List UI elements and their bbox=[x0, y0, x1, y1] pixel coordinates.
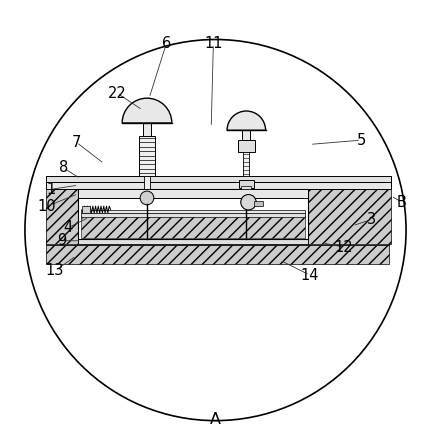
Text: 9: 9 bbox=[57, 233, 66, 248]
Circle shape bbox=[140, 191, 154, 205]
Text: 5: 5 bbox=[356, 132, 365, 148]
Bar bbox=[242, 130, 249, 140]
Bar bbox=[46, 182, 390, 189]
Text: 14: 14 bbox=[300, 268, 318, 283]
Text: A: A bbox=[209, 412, 221, 427]
Bar bbox=[80, 216, 305, 238]
Bar bbox=[78, 190, 307, 198]
Text: 3: 3 bbox=[366, 212, 375, 227]
Bar bbox=[82, 206, 89, 213]
Wedge shape bbox=[227, 111, 265, 130]
Bar bbox=[238, 179, 253, 188]
Bar bbox=[241, 186, 251, 190]
Bar bbox=[253, 202, 263, 206]
Text: 10: 10 bbox=[37, 199, 55, 214]
Bar bbox=[46, 244, 388, 264]
Bar bbox=[80, 213, 305, 217]
Bar bbox=[46, 240, 388, 245]
Bar bbox=[144, 176, 150, 190]
Bar bbox=[46, 179, 78, 244]
Bar bbox=[237, 140, 254, 152]
Bar bbox=[80, 210, 305, 214]
Text: 7: 7 bbox=[71, 135, 81, 150]
Bar bbox=[139, 136, 154, 176]
Text: 22: 22 bbox=[108, 85, 126, 101]
Bar bbox=[46, 176, 390, 182]
Bar bbox=[78, 238, 307, 244]
Text: 12: 12 bbox=[334, 240, 353, 255]
Bar bbox=[307, 179, 390, 244]
Circle shape bbox=[240, 194, 255, 210]
Bar bbox=[243, 152, 249, 176]
Bar bbox=[142, 123, 151, 136]
Text: 4: 4 bbox=[63, 221, 72, 235]
Text: 11: 11 bbox=[204, 36, 222, 51]
Wedge shape bbox=[122, 98, 172, 123]
Text: 1: 1 bbox=[46, 182, 55, 197]
Text: B: B bbox=[396, 195, 406, 210]
Text: 8: 8 bbox=[59, 160, 68, 175]
Text: 13: 13 bbox=[46, 263, 64, 278]
Text: 6: 6 bbox=[161, 36, 170, 51]
Bar bbox=[78, 189, 307, 240]
